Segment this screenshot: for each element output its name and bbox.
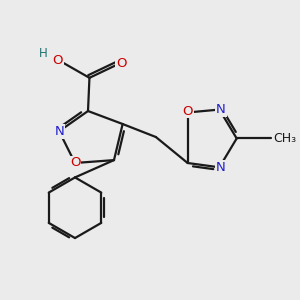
Text: O: O xyxy=(116,57,127,70)
Text: N: N xyxy=(216,161,226,174)
Text: N: N xyxy=(216,103,226,116)
Text: O: O xyxy=(52,54,63,67)
Text: O: O xyxy=(182,104,193,118)
Text: O: O xyxy=(70,157,80,169)
Text: H: H xyxy=(39,47,48,60)
Text: N: N xyxy=(54,125,64,138)
Text: CH₃: CH₃ xyxy=(273,132,296,145)
